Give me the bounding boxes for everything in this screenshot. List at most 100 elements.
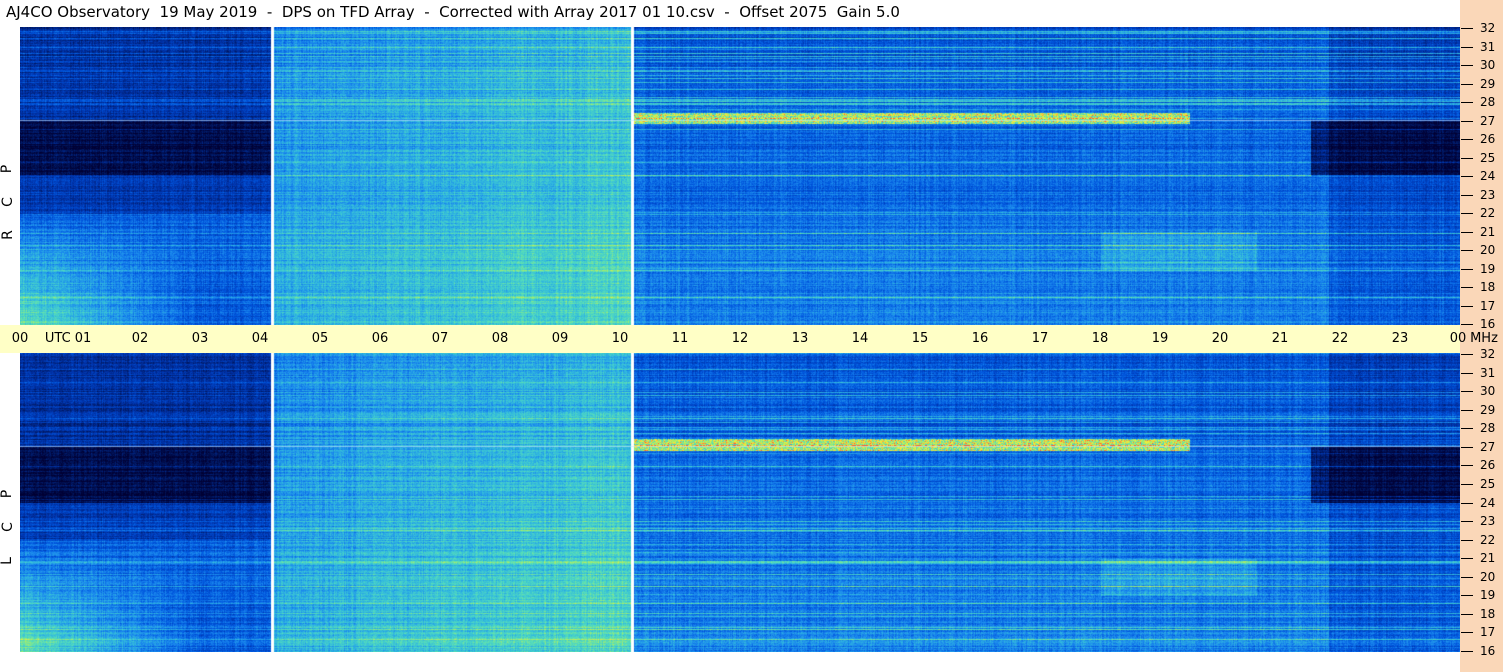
utc-tick-19: 18: [1091, 331, 1109, 346]
freq-tick-mark: [1461, 102, 1473, 103]
freq-tick-mark: [1461, 268, 1473, 270]
freq-tick-label: 32: [1480, 21, 1496, 35]
freq-tick-label: 31: [1480, 365, 1496, 380]
freq-tick-mark: [1461, 539, 1473, 541]
utc-tick-22: 21: [1271, 331, 1289, 346]
rcp-letter-c: C: [0, 197, 16, 207]
lcp-letter-c: C: [0, 522, 16, 532]
freq-tick-label: 30: [1480, 58, 1496, 72]
freq-tick-label: 23: [1480, 187, 1496, 202]
utc-tick-17: 16: [971, 331, 989, 346]
freq-tick-label: 17: [1480, 625, 1496, 640]
freq-tick-mark: [1461, 176, 1473, 177]
utc-tick-9: 08: [491, 331, 509, 346]
freq-tick-mark: [1461, 231, 1473, 233]
freq-tick-mark: [1461, 576, 1473, 578]
freq-tick-mark: [1461, 65, 1473, 66]
freq-tick-mark: [1461, 139, 1473, 140]
utc-tick-11: 10: [611, 331, 629, 346]
freq-tick-mark: [1461, 409, 1473, 411]
utc-tick-26: MHz: [1470, 331, 1498, 346]
utc-tick-16: 15: [911, 331, 929, 346]
utc-tick-23: 22: [1331, 331, 1349, 346]
utc-tick-21: 20: [1211, 331, 1229, 346]
utc-tick-13: 12: [731, 331, 749, 346]
freq-tick-mark: [1461, 213, 1473, 214]
freq-tick-mark: [1461, 651, 1473, 652]
freq-tick-label: 30: [1480, 384, 1496, 399]
freq-tick-mark: [1461, 428, 1473, 430]
freq-tick-label: 16: [1480, 317, 1496, 331]
lcp-spectrogram: [20, 353, 1460, 652]
freq-tick-label: 26: [1480, 132, 1496, 146]
utc-tick-4: 03: [191, 331, 209, 346]
freq-tick-mark: [1461, 324, 1473, 325]
utc-tick-24: 23: [1391, 331, 1409, 346]
freq-tick-label: 19: [1480, 588, 1496, 603]
lcp-letter-p: P: [0, 489, 16, 499]
freq-tick-mark: [1461, 46, 1473, 48]
freq-tick-label: 18: [1480, 606, 1496, 621]
freq-tick-label: 22: [1480, 532, 1496, 547]
rcp-spectrogram: [20, 27, 1460, 325]
utc-time-axis: [0, 325, 1503, 353]
freq-tick-label: 29: [1480, 76, 1496, 91]
freq-tick-mark: [1461, 521, 1473, 523]
freq-tick-label: 23: [1480, 514, 1496, 529]
freq-tick-mark: [1461, 354, 1473, 355]
freq-tick-label: 28: [1480, 421, 1496, 436]
utc-tick-18: 17: [1031, 331, 1049, 346]
freq-tick-label: 21: [1480, 551, 1496, 566]
freq-tick-label: 16: [1480, 644, 1496, 658]
freq-tick-label: 20: [1480, 243, 1496, 257]
utc-tick-10: 09: [551, 331, 569, 346]
freq-tick-mark: [1461, 250, 1473, 251]
freq-tick-mark: [1461, 502, 1473, 504]
freq-tick-mark: [1461, 446, 1473, 448]
freq-tick-mark: [1461, 194, 1473, 196]
freq-tick-mark: [1461, 157, 1473, 159]
freq-tick-mark: [1461, 28, 1473, 29]
utc-tick-6: 05: [311, 331, 329, 346]
lcp-spectrogram-canvas: [20, 353, 1460, 652]
freq-tick-label: 25: [1480, 150, 1496, 165]
freq-tick-mark: [1461, 372, 1473, 374]
freq-tick-label: 24: [1480, 495, 1496, 510]
freq-tick-label: 32: [1480, 347, 1496, 361]
freq-tick-label: 24: [1480, 169, 1496, 183]
freq-tick-label: 27: [1480, 113, 1496, 128]
utc-tick-3: 02: [131, 331, 149, 346]
freq-tick-mark: [1461, 305, 1473, 307]
freq-tick-label: 31: [1480, 39, 1496, 54]
rcp-letter-r: R: [0, 230, 16, 240]
freq-tick-label: 25: [1480, 476, 1496, 491]
utc-tick-15: 14: [851, 331, 869, 346]
utc-tick-2: 01: [74, 331, 92, 346]
freq-tick-label: 26: [1480, 458, 1496, 473]
utc-tick-14: 13: [791, 331, 809, 346]
utc-tick-7: 06: [371, 331, 389, 346]
freq-tick-label: 21: [1480, 224, 1496, 239]
freq-tick-label: 18: [1480, 280, 1496, 294]
freq-tick-label: 27: [1480, 439, 1496, 454]
utc-tick-0: 00: [11, 331, 29, 346]
utc-tick-12: 11: [671, 331, 689, 346]
freq-tick-label: 22: [1480, 206, 1496, 220]
rcp-letter-p: P: [0, 164, 16, 174]
freq-tick-label: 28: [1480, 95, 1496, 109]
frequency-axis: [1460, 0, 1503, 672]
freq-tick-mark: [1461, 483, 1473, 485]
rcp-spectrogram-canvas: [20, 27, 1460, 325]
freq-tick-mark: [1461, 465, 1473, 467]
utc-tick-5: 04: [251, 331, 269, 346]
freq-tick-label: 19: [1480, 261, 1496, 276]
utc-tick-8: 07: [431, 331, 449, 346]
utc-tick-25: 00: [1449, 331, 1467, 346]
freq-tick-label: 17: [1480, 298, 1496, 313]
freq-tick-mark: [1461, 83, 1473, 85]
freq-tick-mark: [1461, 120, 1473, 122]
utc-tick-1: UTC: [44, 331, 71, 346]
freq-tick-label: 20: [1480, 569, 1496, 584]
freq-tick-mark: [1461, 558, 1473, 560]
chart-title: AJ4CO Observatory 19 May 2019 - DPS on T…: [6, 3, 900, 21]
